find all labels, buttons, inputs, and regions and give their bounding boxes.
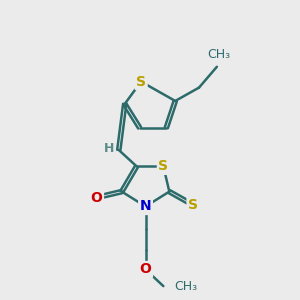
- Text: S: S: [136, 75, 146, 88]
- Text: S: S: [158, 159, 168, 173]
- Text: O: O: [91, 190, 102, 205]
- Text: CH₃: CH₃: [207, 48, 230, 62]
- Text: N: N: [140, 200, 152, 214]
- Text: H: H: [104, 142, 115, 155]
- Text: O: O: [140, 262, 152, 277]
- Text: S: S: [188, 198, 198, 212]
- Text: CH₃: CH₃: [174, 280, 197, 292]
